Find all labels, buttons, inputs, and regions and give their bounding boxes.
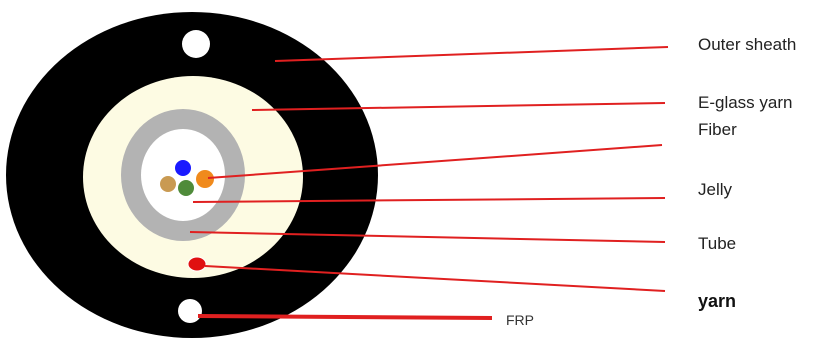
fiber-orange — [196, 170, 214, 188]
frp-hole-bottom — [178, 299, 202, 323]
leader-line-outer-sheath — [274, 46, 669, 62]
leader-line-fiber — [207, 144, 663, 179]
leader-line-tube — [189, 231, 666, 243]
fiber-tan — [160, 176, 176, 192]
leader-line-frp — [197, 314, 493, 320]
leader-line-jelly — [192, 197, 666, 203]
label-frp: FRP — [506, 312, 534, 328]
leader-line-yarn — [204, 265, 666, 292]
label-yarn: yarn — [698, 291, 737, 311]
label-eglass-yarn: E-glass yarn — [698, 93, 793, 112]
frp-hole-top — [182, 30, 210, 58]
red-yarn — [187, 256, 207, 272]
label-jelly: Jelly — [698, 180, 733, 199]
fiber-blue — [175, 160, 191, 176]
label-fiber: Fiber — [698, 120, 737, 139]
label-outer-sheath: Outer sheath — [698, 35, 797, 54]
label-tube: Tube — [698, 234, 737, 253]
leader-line-eglass-yarn — [251, 102, 666, 111]
fiber-green — [178, 180, 194, 196]
